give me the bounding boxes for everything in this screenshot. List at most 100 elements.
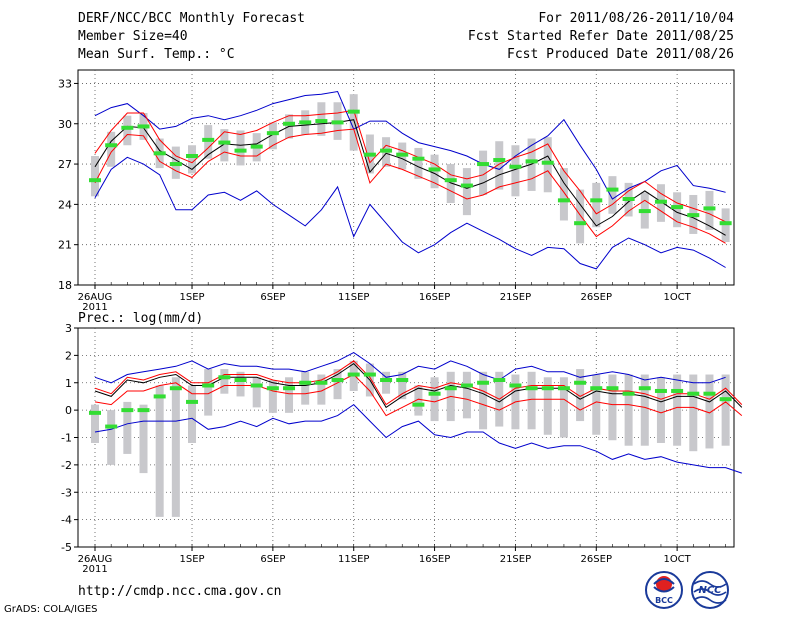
ensemble-box xyxy=(236,130,245,166)
median-marker xyxy=(202,137,215,142)
median-marker xyxy=(89,178,101,183)
median-marker xyxy=(687,213,700,218)
forecast-start-label: Fcst Started Refer Date 2011/08/25 xyxy=(467,29,734,44)
ensemble-box xyxy=(252,377,261,408)
ensemble-box xyxy=(592,374,601,435)
median-marker xyxy=(266,386,279,391)
max-line xyxy=(94,352,726,384)
median-marker xyxy=(719,221,732,226)
ensemble-box xyxy=(430,154,439,189)
ncc-logo-text: NCC xyxy=(698,585,722,596)
ensemble-box xyxy=(576,369,585,422)
median-marker xyxy=(250,383,263,388)
ensemble-box xyxy=(721,208,730,242)
median-marker xyxy=(137,408,150,413)
median-marker xyxy=(202,383,215,388)
median-marker xyxy=(299,380,312,385)
x-tick-label: 26AUG xyxy=(78,292,113,303)
min-line xyxy=(94,156,726,270)
y-tick-label: -5 xyxy=(61,541,72,554)
median-marker xyxy=(169,162,182,167)
median-marker xyxy=(654,388,667,393)
median-marker xyxy=(557,386,570,391)
median-marker xyxy=(671,388,684,393)
median-marker xyxy=(250,144,263,149)
ensemble-box xyxy=(123,115,132,146)
median-marker xyxy=(525,386,538,391)
median-marker xyxy=(703,206,716,211)
median-marker xyxy=(719,397,732,402)
median-marker xyxy=(380,148,393,153)
median-marker xyxy=(525,159,538,164)
median-marker xyxy=(331,378,344,383)
ensemble-box xyxy=(268,122,277,150)
x-tick-label: 26SEP xyxy=(581,292,612,303)
x-tick-year-label: 2011 xyxy=(82,302,107,313)
median-marker xyxy=(557,198,570,203)
ensemble-box xyxy=(107,131,116,167)
median-marker xyxy=(347,372,360,377)
ensemble-box xyxy=(527,138,536,191)
y-tick-label: 24 xyxy=(58,198,72,211)
median-marker xyxy=(703,391,716,396)
median-marker xyxy=(266,131,279,136)
median-marker xyxy=(283,121,296,126)
ensemble-box xyxy=(689,374,698,452)
median-marker xyxy=(218,140,231,145)
median-marker xyxy=(347,109,360,114)
median-marker xyxy=(137,124,150,129)
forecast-period-label: For 2011/08/26-2011/10/04 xyxy=(538,11,734,26)
ensemble-box xyxy=(398,371,407,400)
ncc-logo: NCC xyxy=(691,571,729,609)
median-marker xyxy=(234,378,247,383)
ensemble-box xyxy=(721,374,730,446)
median-marker xyxy=(89,410,101,415)
ensemble-box xyxy=(705,190,714,230)
ensemble-box xyxy=(543,137,552,193)
median-marker xyxy=(153,151,166,156)
ensemble-box xyxy=(640,374,649,446)
y-tick-label: -3 xyxy=(61,486,72,499)
source-url[interactable]: http://cmdp.ncc.cma.gov.cn xyxy=(78,584,282,599)
x-tick-label: 11SEP xyxy=(338,554,369,565)
median-marker xyxy=(493,378,506,383)
median-marker xyxy=(412,156,425,161)
median-marker xyxy=(105,424,118,429)
x-tick-label: 11SEP xyxy=(338,292,369,303)
grads-credit: GrADS: COLA/IGES xyxy=(4,604,98,615)
y-tick-label: -2 xyxy=(61,459,72,472)
x-tick-label: 16SEP xyxy=(419,554,450,565)
ensemble-box xyxy=(220,369,229,394)
median-marker xyxy=(283,386,296,391)
median-marker xyxy=(412,402,425,407)
member-size-label: Member Size=40 xyxy=(78,29,188,44)
ensemble-box xyxy=(301,371,310,405)
variable-label: Mean Surf. Temp.: °C xyxy=(78,47,235,62)
median-marker xyxy=(574,221,587,226)
y-tick-label: 2 xyxy=(65,349,72,362)
x-tick-label: 6SEP xyxy=(260,292,285,303)
ensemble-box xyxy=(171,377,180,517)
min-line xyxy=(94,403,742,474)
median-marker xyxy=(460,383,473,388)
median-marker xyxy=(574,380,587,385)
median-marker xyxy=(444,386,457,391)
ensemble-box xyxy=(543,377,552,435)
y-tick-label: 3 xyxy=(65,322,72,335)
median-marker xyxy=(121,408,134,413)
median-marker xyxy=(186,154,199,158)
y-tick-label: 1 xyxy=(65,377,72,390)
y-tick-label: 0 xyxy=(65,404,72,417)
median-marker xyxy=(444,178,457,183)
x-tick-label: 1OCT xyxy=(663,292,691,303)
median-marker xyxy=(460,183,473,188)
y-tick-label: -1 xyxy=(61,432,72,445)
median-marker xyxy=(493,158,506,163)
ensemble-box xyxy=(349,94,358,151)
median-marker xyxy=(169,386,182,391)
median-marker xyxy=(606,386,619,391)
ensemble-box xyxy=(430,377,439,422)
ensemble-box xyxy=(673,374,682,446)
